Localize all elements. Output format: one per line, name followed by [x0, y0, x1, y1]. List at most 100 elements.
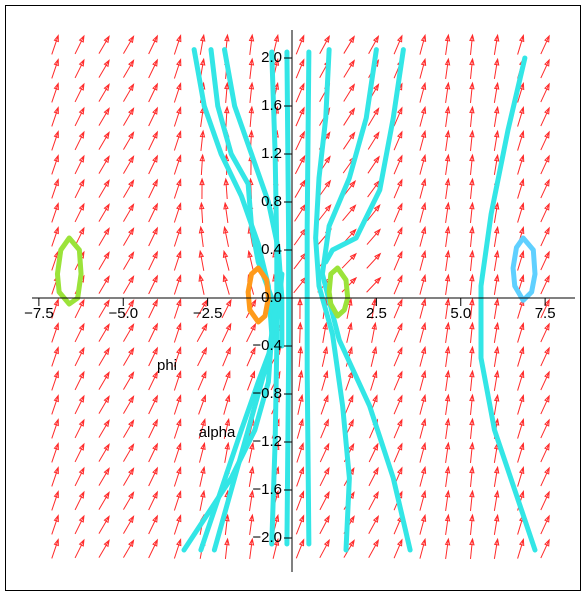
field-arrow [173, 370, 182, 391]
trajectory [510, 235, 538, 303]
field-arrow [368, 466, 379, 487]
field-arrow [51, 346, 59, 367]
field-arrow [493, 345, 500, 367]
x-tick-label: 5.0 [450, 305, 471, 322]
field-arrow [223, 393, 231, 415]
field-arrow [493, 201, 500, 223]
field-arrow [123, 491, 135, 510]
field-arrow [51, 82, 59, 103]
field-arrow [293, 251, 307, 270]
field-arrow [419, 465, 427, 487]
field-arrow [343, 539, 355, 558]
field-arrow [393, 130, 403, 151]
field-arrow [517, 538, 525, 559]
field-arrow [123, 83, 135, 102]
x-tick-label: 7.5 [535, 305, 556, 322]
field-arrow [173, 466, 182, 487]
field-arrow [51, 418, 59, 439]
field-arrow [393, 442, 403, 463]
field-arrow [493, 297, 500, 319]
field-arrow [318, 179, 332, 198]
field-arrow [367, 107, 380, 126]
field-arrow [371, 321, 377, 343]
field-arrow [469, 513, 475, 536]
field-arrow [297, 345, 304, 368]
field-arrow [419, 81, 427, 103]
field-arrow [98, 467, 110, 486]
field-arrow [344, 394, 354, 415]
y-tick-label: 1.2 [261, 145, 282, 162]
field-arrow [419, 489, 427, 511]
field-arrow [493, 33, 500, 55]
field-arrow [419, 105, 427, 127]
field-arrow [469, 57, 475, 79]
field-arrow [51, 106, 59, 127]
y-tick-label: 1.6 [261, 97, 282, 114]
field-arrow [343, 35, 355, 54]
field-arrow [98, 515, 110, 534]
field-arrow [517, 82, 525, 103]
field-arrow [444, 297, 451, 319]
field-arrow [295, 106, 305, 127]
field-arrow [222, 346, 231, 367]
trajectory [326, 265, 351, 319]
field-arrow [419, 57, 427, 79]
y-tick-label: −0.8 [252, 385, 282, 402]
field-arrow [469, 369, 475, 392]
field-arrow [173, 274, 182, 295]
field-arrow [173, 346, 182, 367]
field-arrow [148, 34, 158, 55]
field-arrow [346, 297, 353, 319]
field-arrow [221, 298, 232, 319]
field-arrow [419, 249, 427, 271]
field-arrow [148, 154, 158, 175]
y-tick-label: 0.8 [261, 193, 282, 210]
field-arrow [198, 394, 206, 415]
field-arrow [419, 345, 427, 367]
field-arrow [517, 250, 525, 271]
field-arrow [517, 202, 525, 223]
field-arrow [444, 177, 451, 199]
field-arrow [199, 465, 206, 487]
field-arrow [98, 203, 110, 222]
field-arrow [540, 418, 550, 439]
field-arrow [341, 252, 357, 269]
field-arrow [123, 35, 135, 54]
trajectory [245, 265, 271, 325]
field-arrow [317, 203, 332, 222]
field-arrow [393, 346, 403, 367]
field-arrow [419, 393, 427, 415]
field-arrow [540, 130, 550, 151]
field-arrow [296, 466, 304, 487]
field-arrow [173, 34, 182, 55]
field-arrow [74, 106, 85, 127]
field-arrow [393, 298, 403, 319]
field-arrow [293, 227, 307, 246]
field-arrow [368, 538, 380, 559]
field-arrow [393, 538, 403, 559]
field-arrow [493, 249, 500, 271]
field-arrow [419, 513, 427, 535]
field-arrow [98, 251, 110, 270]
field-arrow [540, 298, 550, 319]
field-arrow [248, 441, 255, 463]
field-arrow [173, 82, 182, 103]
field-arrow [444, 513, 451, 535]
trajectory [54, 235, 84, 307]
field-arrow [540, 154, 550, 175]
field-arrow [419, 441, 427, 463]
y-tick-label: −1.6 [252, 481, 282, 498]
field-arrow [366, 252, 382, 269]
field-arrow [123, 371, 135, 390]
origin-label: 0.0 [261, 289, 282, 306]
field-arrow [444, 129, 451, 151]
field-arrow [223, 417, 231, 439]
field-arrow [98, 155, 110, 174]
field-arrow [419, 321, 427, 343]
field-arrow [393, 394, 403, 415]
field-arrow [222, 274, 230, 295]
trajectory [313, 47, 352, 553]
trajectory [478, 55, 538, 553]
field-arrow [469, 297, 475, 320]
field-arrow [123, 59, 135, 78]
